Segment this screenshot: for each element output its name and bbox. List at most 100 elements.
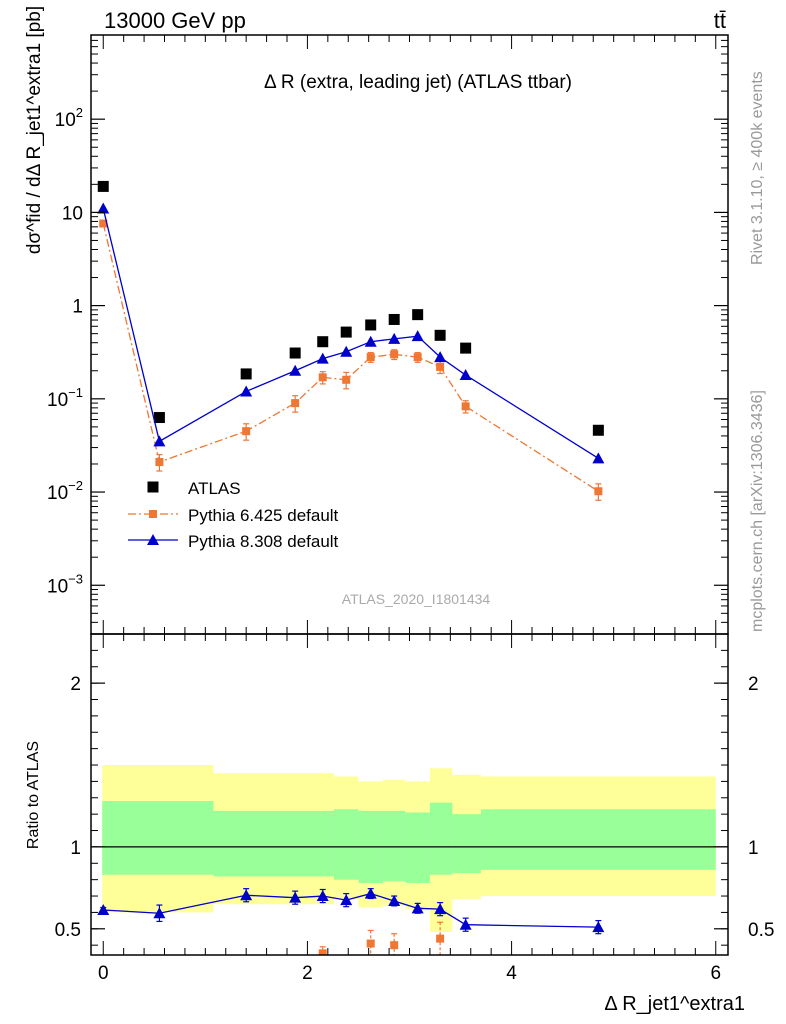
uncertainty-band-inner [452, 814, 481, 874]
y-tick-label: 10−2 [47, 478, 83, 504]
watermark: ATLAS_2020_I1801434 [342, 591, 491, 607]
uncertainty-band-inner [405, 812, 430, 883]
atlas-marker [460, 342, 472, 354]
pythia8-marker [459, 369, 472, 381]
ratio-panel: 0.5 0.5 1 1 2 2 0 2 4 6 Ratio to ATLAS Δ R_jet1^e… [25, 633, 774, 1015]
uncertainty-band-inner [102, 801, 214, 875]
series-pythia-8-308-default [97, 202, 605, 464]
series-line [102, 223, 599, 492]
pythia6-marker [461, 402, 470, 411]
process-label: tt̄ [714, 8, 726, 33]
atlas-marker [388, 313, 400, 325]
mcplots-label: mcplots.cern.ch [arXiv:1306.3436] [749, 390, 766, 632]
pythia8-marker [97, 202, 110, 214]
ratio-marker [366, 939, 375, 948]
ratio-series-pythia-6-425-default [318, 921, 445, 955]
main-panel: 10−3 10−2 10−1 1 10 102 Δ R (extra, leading j… [24, 6, 729, 635]
atlas-marker [592, 424, 604, 436]
pythia8-marker [147, 534, 159, 545]
pythia6-marker [342, 375, 351, 384]
pythia8-marker [340, 345, 353, 357]
pythia8-marker [316, 352, 329, 364]
atlas-marker [317, 336, 329, 348]
ratio-y-tick-label-right: 1 [748, 838, 759, 859]
pythia6-marker [436, 362, 445, 371]
pythia8-marker [388, 332, 401, 344]
atlas-marker [412, 309, 424, 321]
y-tick-label: 102 [55, 105, 83, 131]
ratio-y-tick-label: 1 [70, 838, 81, 859]
pythia6-marker [390, 350, 399, 359]
ratio-marker [289, 891, 302, 903]
ratio-marker [434, 903, 447, 915]
ratio-marker [364, 887, 377, 899]
pythia6-marker [242, 427, 251, 436]
legend: ATLAS Pythia 6.425 default Pythia 8.308 de… [128, 479, 339, 551]
pythia8-marker [434, 351, 447, 363]
ratio-y-tick-label-right: 2 [748, 674, 759, 695]
y-tick-label: 10−3 [47, 571, 83, 597]
ratio-y-tick-label: 2 [70, 674, 81, 695]
ratio-y-tick-label: 0.5 [55, 920, 81, 941]
atlas-marker [340, 326, 352, 338]
pythia8-marker [240, 385, 253, 397]
uncertainty-band-inner [429, 802, 453, 875]
y-tick-label: 10 [62, 203, 83, 224]
ratio-marker [340, 894, 353, 906]
y-tick-label: 1 [72, 297, 83, 318]
ratio-marker [318, 949, 327, 955]
ratio-marker [592, 921, 605, 933]
uncertainty-band-inner [480, 809, 716, 870]
series-atlas [97, 180, 604, 436]
legend-label: ATLAS [188, 479, 241, 498]
ratio-series-pythia-8-308-default [97, 887, 605, 935]
x-tick-label: 0 [98, 963, 109, 984]
ratio-ylabel: Ratio to ATLAS [25, 741, 42, 849]
atlas-marker [153, 412, 165, 424]
main-title: Δ R (extra, leading jet) (ATLAS ttbar) [264, 72, 572, 93]
atlas-marker [289, 347, 301, 359]
pythia6-marker [594, 487, 603, 496]
pythia6-marker [149, 510, 157, 518]
atlas-marker [97, 180, 109, 192]
pythia6-marker [291, 399, 300, 408]
pythia8-marker [289, 364, 302, 376]
ratio-marker [436, 934, 445, 943]
pythia8-marker [364, 335, 377, 347]
pythia6-marker [99, 219, 108, 228]
pythia6-marker [366, 353, 375, 362]
energy-label: 13000 GeV pp [104, 8, 246, 33]
atlas-marker [434, 329, 446, 341]
pythia8-marker [153, 435, 166, 447]
ratio-marker [411, 902, 424, 914]
pythia8-marker [592, 452, 605, 464]
x-tick-label: 2 [302, 963, 313, 984]
ratio-marker [390, 941, 399, 950]
pythia6-marker [155, 458, 164, 467]
x-tick-label: 4 [506, 963, 517, 984]
pythia6-marker [413, 353, 422, 362]
ratio-marker [153, 907, 166, 919]
main-frame [90, 34, 729, 635]
ratio-marker [316, 890, 329, 902]
ratio-marker [97, 903, 110, 915]
ratio-marker [240, 889, 253, 901]
uncertainty-band-inner [213, 810, 334, 877]
x-axis-label: Δ R_jet1^extra1 [604, 993, 745, 1015]
legend-label: Pythia 6.425 default [188, 506, 339, 525]
ratio-y-tick-label-right: 0.5 [748, 920, 774, 941]
atlas-marker [147, 481, 159, 493]
legend-label: Pythia 8.308 default [188, 532, 339, 551]
main-ylabel: dσ^fid / dΔ R_jet1^extra1 [pb] [24, 6, 45, 254]
uncertainty-band-inner [382, 810, 406, 882]
uncertainty-band-inner [333, 809, 359, 880]
atlas-marker [240, 368, 252, 380]
atlas-marker [365, 319, 377, 331]
ratio-marker [459, 918, 472, 930]
pythia8-marker [411, 330, 424, 342]
x-tick-label: 6 [710, 963, 721, 984]
series-pythia-6-425-default [99, 219, 603, 501]
ratio-marker [388, 894, 401, 906]
rivet-label: Rivet 3.1.10, ≥ 400k events [749, 71, 766, 265]
